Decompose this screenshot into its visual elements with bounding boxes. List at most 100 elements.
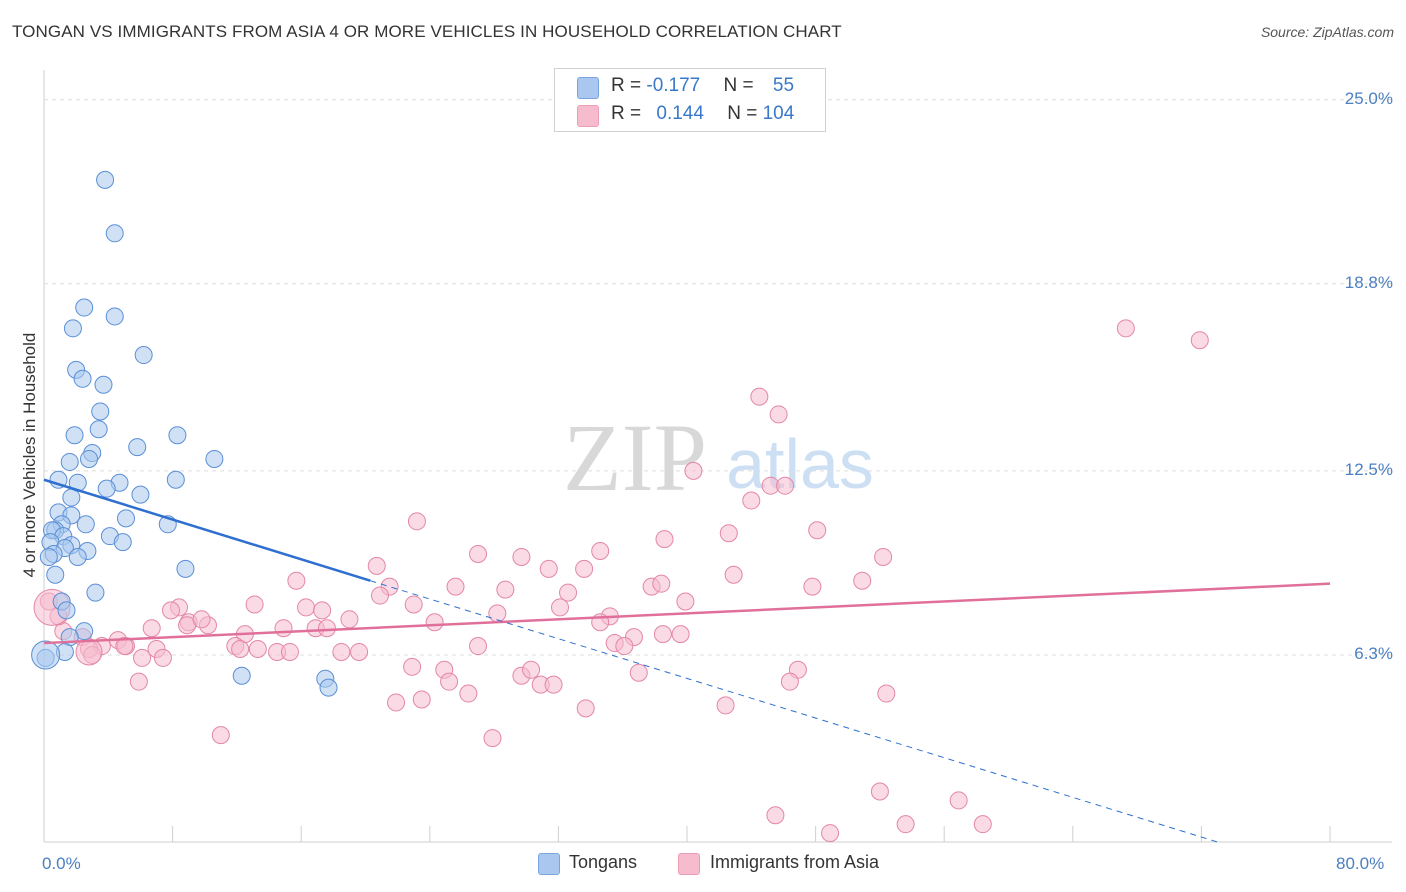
legend-r-label: R = bbox=[611, 75, 647, 96]
asia-point bbox=[780, 672, 799, 691]
asia-point bbox=[340, 610, 359, 629]
y-tick-label: 25.0% bbox=[1344, 88, 1393, 108]
trend-line-asia bbox=[43, 582, 1331, 645]
asia-point bbox=[370, 586, 389, 605]
asia-point bbox=[512, 547, 531, 566]
tongan-point bbox=[97, 479, 116, 498]
asia-point bbox=[407, 512, 426, 531]
tongan-point bbox=[73, 369, 92, 388]
asia-point bbox=[870, 782, 889, 801]
asia-point bbox=[446, 577, 465, 596]
asia-point bbox=[313, 601, 332, 620]
legend-swatch-asia bbox=[577, 105, 599, 127]
x-tick-max: 80.0% bbox=[1336, 854, 1385, 873]
asia-point-large bbox=[75, 638, 103, 666]
source-label: Source: ZipAtlas.com bbox=[1260, 24, 1394, 40]
trend-line-tongans bbox=[43, 478, 371, 582]
asia-point bbox=[115, 637, 134, 656]
asia-point bbox=[803, 577, 822, 596]
tongan-point bbox=[46, 565, 65, 584]
tongan-point bbox=[319, 678, 338, 697]
tongan-point bbox=[168, 426, 187, 445]
asia-point bbox=[317, 619, 336, 638]
asia-point bbox=[161, 601, 180, 620]
tongan-point bbox=[134, 346, 153, 365]
asia-point bbox=[766, 806, 785, 825]
asia-point bbox=[403, 657, 422, 676]
asia-point bbox=[1116, 319, 1135, 338]
asia-point bbox=[425, 613, 444, 632]
asia-point bbox=[297, 598, 316, 617]
watermark-atlas: atlas bbox=[726, 425, 874, 503]
tongan-point bbox=[205, 449, 224, 468]
asia-point bbox=[821, 824, 840, 843]
tongan-point bbox=[131, 485, 150, 504]
asia-point bbox=[853, 571, 872, 590]
axes bbox=[43, 70, 1392, 843]
tongan-point bbox=[113, 533, 132, 552]
bottom-legend-asia: Immigrants from Asia bbox=[710, 852, 880, 872]
asia-point bbox=[973, 815, 992, 834]
asia-point bbox=[719, 524, 738, 543]
asia-point bbox=[724, 565, 743, 584]
asia-point bbox=[387, 693, 406, 712]
tongan-point bbox=[116, 509, 135, 528]
tongan-point bbox=[68, 547, 87, 566]
asia-point bbox=[211, 726, 230, 745]
tongan-point bbox=[105, 224, 124, 243]
asia-point bbox=[404, 595, 423, 614]
asia-point bbox=[469, 544, 488, 563]
asia-point bbox=[231, 640, 250, 658]
series-tongans bbox=[31, 170, 338, 697]
tongan-point bbox=[39, 547, 58, 566]
asia-point bbox=[653, 625, 672, 644]
tongan-point-large bbox=[31, 640, 61, 670]
asia-point bbox=[716, 696, 735, 715]
asia-point bbox=[539, 559, 558, 578]
y-tick-label: 6.3% bbox=[1354, 643, 1393, 663]
asia-point bbox=[615, 637, 634, 656]
tongan-point bbox=[89, 420, 108, 439]
asia-point bbox=[280, 642, 299, 661]
tongan-point bbox=[65, 426, 84, 445]
legend-row-tongans: R = -0.177 N = 55 bbox=[611, 75, 794, 97]
gridlines bbox=[44, 99, 1392, 656]
tongan-point bbox=[176, 559, 195, 578]
asia-point bbox=[248, 640, 267, 658]
legend-n-value: 104 bbox=[762, 103, 795, 124]
tongan-point bbox=[75, 298, 94, 317]
tongan-point bbox=[232, 666, 251, 685]
tongan-point bbox=[60, 452, 79, 471]
tongan-point bbox=[166, 470, 185, 489]
asia-point bbox=[652, 574, 671, 593]
asia-point bbox=[949, 791, 968, 810]
x-tick-min: 0.0% bbox=[42, 854, 81, 873]
legend-n-label: N = bbox=[723, 75, 759, 96]
asia-point bbox=[544, 675, 563, 694]
asia-point bbox=[776, 476, 795, 495]
asia-point bbox=[671, 625, 690, 644]
asia-point bbox=[877, 684, 896, 703]
asia-point bbox=[896, 815, 915, 834]
correlation-legend: R = -0.177 N = 55 R = 0.144 N = 104 bbox=[554, 68, 826, 132]
tongan-point bbox=[91, 402, 110, 421]
asia-point bbox=[629, 663, 648, 682]
tongan-point bbox=[62, 488, 81, 507]
asia-point bbox=[551, 598, 570, 617]
bottom-legend-tongans: Tongans bbox=[569, 852, 638, 872]
watermark-zip: ZIP bbox=[563, 404, 707, 511]
asia-point bbox=[192, 610, 211, 629]
asia-point bbox=[769, 405, 788, 424]
bottom-legend-swatch-tongans bbox=[538, 853, 560, 875]
legend-n-label: N = bbox=[727, 103, 763, 124]
asia-point bbox=[488, 604, 507, 623]
legend-r-value: 0.144 bbox=[656, 103, 704, 124]
tongan-point bbox=[57, 601, 76, 620]
series-immigrants-from-asia bbox=[33, 319, 1209, 843]
asia-point bbox=[559, 583, 578, 602]
asia-point bbox=[332, 642, 351, 661]
asia-point bbox=[591, 542, 610, 561]
asia-point bbox=[522, 660, 541, 679]
asia-point bbox=[496, 580, 515, 599]
